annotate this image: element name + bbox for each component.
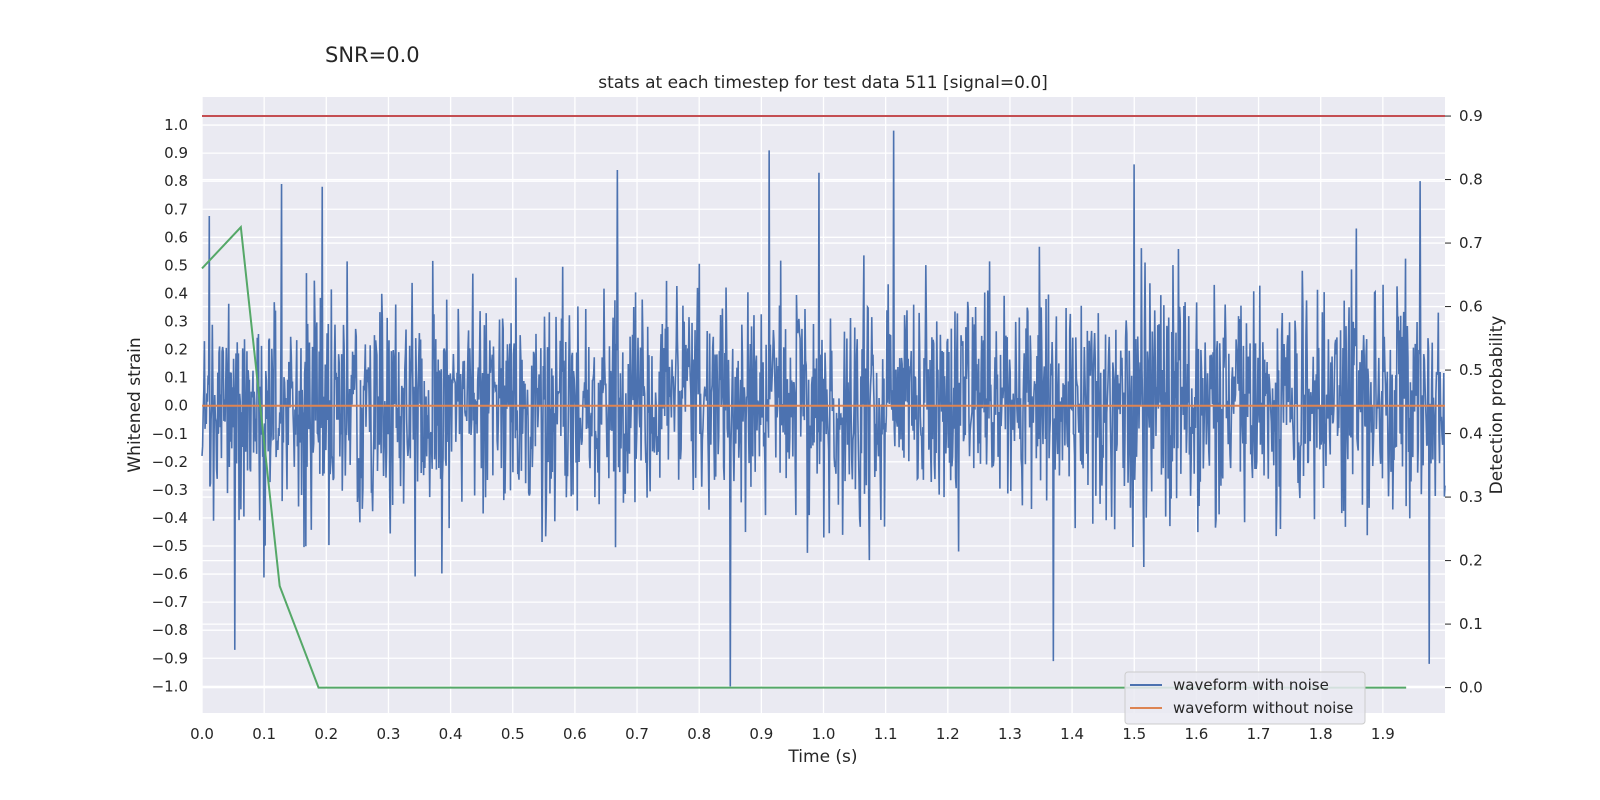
y-tick-label: −0.5	[152, 537, 188, 555]
y2-tick-label: 0.7	[1459, 234, 1483, 252]
y-axis-label: Whitened strain	[125, 337, 145, 472]
x-tick-label: 0.5	[501, 725, 525, 743]
x-tick-label: 0.7	[625, 725, 649, 743]
y-tick-label: 0.0	[164, 397, 188, 415]
x-tick-label: 1.2	[936, 725, 960, 743]
y2-tick-label: 0.0	[1459, 679, 1483, 697]
x-tick-label: 1.0	[812, 725, 836, 743]
y2-tick-label: 0.2	[1459, 552, 1483, 570]
y-tick-label: −0.8	[152, 621, 188, 639]
x-axis-ticks: 0.0 0.1 0.2 0.3 0.4 0.5 0.6 0.7 0.8 0.9 1.0 1.1 1.2 1…	[190, 725, 1395, 743]
y2-axis-label: Detection probability	[1487, 316, 1507, 495]
x-tick-label: 1.7	[1247, 725, 1271, 743]
y-tick-label: 1.0	[164, 116, 188, 134]
y2-tick-label: 0.9	[1459, 107, 1483, 125]
y-axis-ticks: 1.0 0.9 0.8 0.7 0.6 0.5 0.4 0.3 0.2 0.1 0.0 −0.1 −0.…	[152, 116, 188, 695]
y-tick-label: 0.4	[164, 284, 188, 302]
x-tick-label: 0.8	[687, 725, 711, 743]
x-tick-label: 1.4	[1060, 725, 1084, 743]
y2-tick-label: 0.1	[1459, 615, 1483, 633]
y-tick-label: −0.6	[152, 565, 188, 583]
y-tick-label: 0.2	[164, 341, 188, 359]
x-tick-label: 1.1	[874, 725, 898, 743]
y2-tick-label: 0.8	[1459, 171, 1483, 189]
x-tick-label: 1.8	[1309, 725, 1333, 743]
x-tick-label: 1.6	[1184, 725, 1208, 743]
x-tick-label: 1.5	[1122, 725, 1146, 743]
y2-tick-label: 0.4	[1459, 425, 1483, 443]
y-tick-label: −0.1	[152, 425, 188, 443]
legend: waveform with noise waveform without noi…	[1124, 671, 1366, 725]
legend-label-waveform-with-noise: waveform with noise	[1173, 676, 1329, 694]
y2-tick-label: 0.3	[1459, 488, 1483, 506]
series-line-waveform-with-noise	[201, 130, 1446, 687]
x-tick-label: 0.0	[190, 725, 214, 743]
y2-tick-label: 0.6	[1459, 298, 1483, 316]
legend-box	[1124, 671, 1366, 725]
chart-suptitle: SNR=0.0	[325, 43, 420, 67]
y-tick-label: −0.4	[152, 509, 188, 527]
legend-label-waveform-without-noise: waveform without noise	[1173, 699, 1353, 717]
y-tick-label: 0.3	[164, 313, 188, 331]
y2-axis-ticks: 0.9 0.8 0.7 0.6 0.5 0.4 0.3 0.2 0.1 0.0	[1445, 107, 1483, 697]
x-tick-label: 1.9	[1371, 725, 1395, 743]
y-tick-label: −1.0	[152, 677, 188, 695]
series-layer	[201, 115, 1446, 689]
x-tick-label: 0.1	[252, 725, 276, 743]
x-tick-label: 1.3	[998, 725, 1022, 743]
x-tick-label: 0.4	[439, 725, 463, 743]
x-tick-label: 0.9	[749, 725, 773, 743]
chart-title: stats at each timestep for test data 511…	[598, 73, 1048, 93]
y2-tick-label: 0.5	[1459, 361, 1483, 379]
y-tick-label: −0.2	[152, 453, 188, 471]
y-tick-label: 0.6	[164, 228, 188, 246]
y-tick-label: 0.5	[164, 256, 188, 274]
y-tick-label: 0.1	[164, 369, 188, 387]
x-tick-label: 0.2	[314, 725, 338, 743]
y-tick-label: 0.9	[164, 144, 188, 162]
y-tick-label: 0.7	[164, 200, 188, 218]
x-axis-label: Time (s)	[787, 747, 857, 767]
y-tick-label: −0.9	[152, 649, 188, 667]
x-tick-label: 0.6	[563, 725, 587, 743]
y-tick-label: −0.7	[152, 593, 188, 611]
series-line-detection-probability	[201, 224, 1407, 689]
y-tick-label: −0.3	[152, 481, 188, 499]
x-tick-label: 0.3	[377, 725, 401, 743]
y-tick-label: 0.8	[164, 172, 188, 190]
